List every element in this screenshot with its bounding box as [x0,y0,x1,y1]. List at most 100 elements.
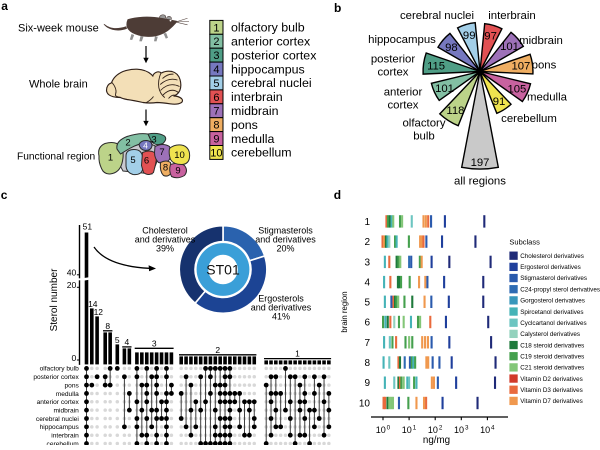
svg-text:3: 3 [151,135,156,146]
svg-text:C18 steroid derivatives: C18 steroid derivatives [520,342,584,349]
svg-text:C21 steroid derivatives: C21 steroid derivatives [520,365,584,372]
svg-text:10: 10 [174,150,185,161]
svg-text:cerebral nuclei: cerebral nuclei [36,416,79,423]
svg-text:interbrain: interbrain [231,90,283,104]
svg-text:pons: pons [231,118,258,132]
svg-text:8: 8 [213,120,219,132]
svg-text:Subclass: Subclass [509,237,540,246]
svg-text:4: 4 [125,337,130,347]
svg-text:all regions: all regions [454,176,506,188]
svg-text:6: 6 [364,318,370,329]
svg-text:6: 6 [213,92,219,104]
svg-text:Vitamin D2 derivatives: Vitamin D2 derivatives [520,376,583,383]
svg-text:d: d [334,188,341,202]
svg-text:Ergosterol derivatives: Ergosterol derivatives [520,264,581,271]
svg-text:c: c [1,188,8,202]
svg-text:Whole brain: Whole brain [29,79,88,91]
svg-text:Gorgosterol derivatives: Gorgosterol derivatives [520,298,585,305]
svg-text:14: 14 [88,299,98,309]
svg-text:posterior: posterior [371,54,416,66]
svg-text:interbrain: interbrain [51,433,79,440]
svg-text:99: 99 [463,30,476,42]
svg-text:5: 5 [130,155,135,166]
svg-text:midbrain: midbrain [54,407,80,414]
svg-text:10: 10 [454,425,464,435]
svg-text:2: 2 [125,138,130,149]
svg-text:olfactory bulb: olfactory bulb [40,366,80,373]
svg-text:10: 10 [402,425,412,435]
svg-text:107: 107 [511,61,530,73]
svg-text:a: a [1,0,8,13]
svg-text:Vitamin D7 derivatives: Vitamin D7 derivatives [520,398,583,405]
svg-text:3: 3 [213,50,219,62]
svg-text:medulla: medulla [56,391,79,398]
svg-text:posterior cortex: posterior cortex [33,374,79,381]
svg-text:cerebral nuclei: cerebral nuclei [231,76,312,90]
svg-text:cerebellum: cerebellum [231,146,292,160]
svg-text:4: 4 [491,425,495,432]
svg-text:bulb: bulb [413,131,435,143]
svg-text:cortex: cortex [377,67,408,79]
svg-text:4: 4 [364,278,370,289]
svg-text:101: 101 [500,41,519,53]
svg-text:1: 1 [413,425,417,432]
svg-text:Spircetanol derivatives: Spircetanol derivatives [520,309,583,316]
svg-text:Sterol number: Sterol number [49,268,60,331]
svg-text:0: 0 [72,353,77,363]
svg-text:9: 9 [213,134,219,146]
svg-text:anterior cortex: anterior cortex [37,399,80,406]
svg-text:9: 9 [175,166,180,177]
svg-text:4: 4 [213,64,219,76]
svg-text:105: 105 [507,83,526,95]
svg-text:olfactory: olfactory [402,118,445,130]
svg-text:91: 91 [493,96,506,108]
svg-text:2: 2 [213,36,219,48]
svg-text:7: 7 [159,147,164,158]
svg-text:Cholesterol: Cholesterol [142,226,188,236]
svg-text:and derivatives: and derivatives [255,235,316,245]
svg-text:10: 10 [480,425,490,435]
svg-text:97: 97 [484,31,497,43]
svg-text:7: 7 [364,338,370,349]
svg-text:7: 7 [213,106,219,118]
svg-text:Cholesterol derivatives: Cholesterol derivatives [520,253,584,260]
svg-text:4: 4 [143,141,148,151]
svg-text:Stigmasterol derivatives: Stigmasterol derivatives [520,275,587,282]
svg-text:197: 197 [471,157,490,169]
svg-text:cortex: cortex [387,100,418,112]
svg-text:and derivatives: and derivatives [135,235,196,245]
svg-text:0: 0 [387,425,391,432]
svg-text:5: 5 [364,297,370,308]
svg-text:midbrain: midbrain [519,35,563,47]
svg-text:1: 1 [364,217,370,228]
svg-text:20: 20 [67,280,77,290]
svg-text:2: 2 [364,237,370,248]
svg-text:Vitamin D3 derivatives: Vitamin D3 derivatives [520,387,583,394]
svg-text:1: 1 [108,153,113,164]
svg-text:interbrain: interbrain [488,10,536,22]
svg-text:39%: 39% [156,244,174,254]
svg-text:20%: 20% [276,244,294,254]
svg-text:3: 3 [364,257,370,268]
svg-text:8: 8 [364,358,370,369]
svg-text:9: 9 [364,378,370,389]
svg-text:anterior cortex: anterior cortex [231,35,311,49]
svg-text:pons: pons [64,382,79,389]
svg-text:51: 51 [83,222,93,232]
svg-text:3: 3 [465,425,469,432]
svg-text:5: 5 [115,335,120,345]
svg-text:Six-week mouse: Six-week mouse [18,23,99,35]
svg-text:midbrain: midbrain [231,104,279,118]
svg-text:medulla: medulla [527,92,568,104]
svg-text:posterior cortex: posterior cortex [231,48,317,62]
svg-text:Functional region: Functional region [17,152,95,163]
svg-text:C24-propyl sterol derivatives: C24-propyl sterol derivatives [520,286,600,293]
svg-text:anterior: anterior [384,87,423,99]
svg-text:C19 steroid derivatives: C19 steroid derivatives [520,353,584,360]
svg-text:10: 10 [376,425,386,435]
svg-text:98: 98 [445,42,458,54]
svg-text:1: 1 [213,22,219,34]
svg-text:pons: pons [532,60,557,72]
svg-text:ST01: ST01 [206,262,240,278]
svg-text:hippocampus: hippocampus [368,34,436,46]
